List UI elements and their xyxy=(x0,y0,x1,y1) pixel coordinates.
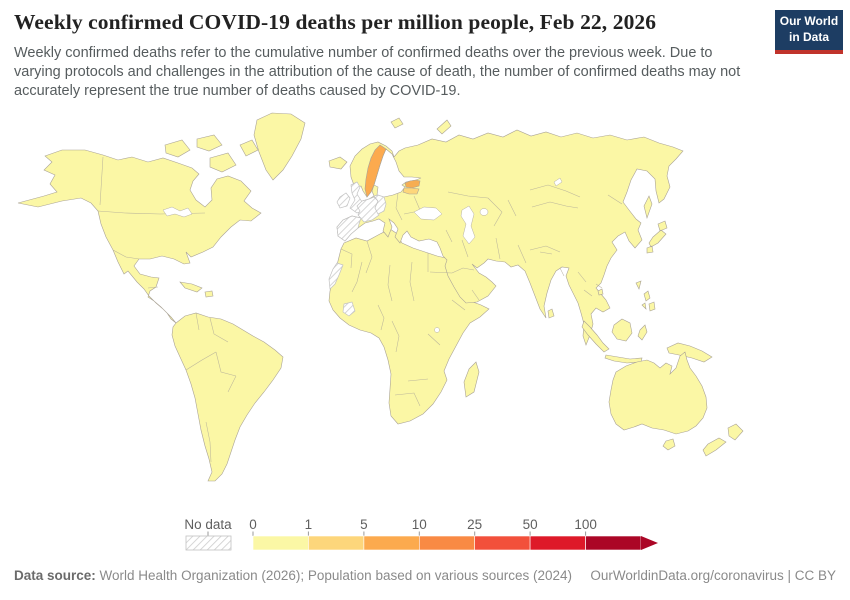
caspian-sea xyxy=(460,205,476,245)
legend-bucket-50-100[interactable] xyxy=(529,535,586,551)
country-latvia[interactable] xyxy=(402,187,420,195)
landmass-eurasia[interactable] xyxy=(336,129,684,346)
no-data-regions xyxy=(328,181,387,317)
country-spain-portugal[interactable] xyxy=(336,215,362,242)
country-japan[interactable] xyxy=(646,220,668,254)
data-source-label: Data source: xyxy=(14,568,96,583)
legend-bucket-0-1[interactable] xyxy=(252,535,309,551)
legend-no-data-label: No data xyxy=(184,517,232,532)
island-hispaniola[interactable] xyxy=(204,290,214,298)
legend-bucket-1-5[interactable] xyxy=(308,535,365,551)
country-germany[interactable] xyxy=(373,194,387,215)
legend-tick-10: 10 xyxy=(412,517,427,532)
chart-subtitle: Weekly confirmed deaths refer to the cum… xyxy=(14,45,741,100)
owid-logo-line2: in Data xyxy=(788,29,829,44)
legend-tick-1: 1 xyxy=(305,517,313,532)
lake-baikal xyxy=(553,177,563,187)
great-lakes xyxy=(162,206,193,218)
island-sakhalin[interactable] xyxy=(643,195,653,220)
landmass-north-america[interactable] xyxy=(17,149,262,324)
land-default xyxy=(17,112,744,482)
country-new-zealand[interactable] xyxy=(702,423,744,457)
lake-victoria xyxy=(434,327,440,333)
page-title: Weekly confirmed COVID-19 deaths per mil… xyxy=(14,10,657,34)
arctic-islands[interactable] xyxy=(164,134,259,173)
legend-bucket-10-25[interactable] xyxy=(418,535,475,551)
legend-tick-100: 100 xyxy=(574,517,597,532)
legend-tick-0: 0 xyxy=(249,517,257,532)
country-western-sahara[interactable] xyxy=(328,262,344,290)
country-iceland[interactable] xyxy=(328,156,348,170)
island-svalbard[interactable] xyxy=(390,117,404,129)
inland-water xyxy=(162,177,563,333)
legend-no-data-swatch[interactable] xyxy=(185,535,232,551)
island-tasmania[interactable] xyxy=(662,438,676,451)
country-cote-divoire[interactable] xyxy=(342,301,356,317)
country-madagascar[interactable] xyxy=(463,361,480,398)
header: Weekly confirmed COVID-19 deaths per mil… xyxy=(14,10,764,101)
country-estonia[interactable] xyxy=(404,179,421,189)
landmass-south-america[interactable] xyxy=(171,312,284,482)
legend-bucket-25-50[interactable] xyxy=(474,535,531,551)
black-sea xyxy=(413,206,443,221)
legend-tick-5: 5 xyxy=(360,517,368,532)
legend-arrow-tip xyxy=(641,536,658,550)
legend-tick-50: 50 xyxy=(523,517,538,532)
legend-tick-25: 25 xyxy=(467,517,482,532)
country-greenland[interactable] xyxy=(253,112,306,181)
country-philippines[interactable] xyxy=(641,290,656,312)
island-novaya-zemlya[interactable] xyxy=(436,119,452,135)
legend-bucket-5-10[interactable] xyxy=(363,535,420,551)
owid-logo-line1: Our World xyxy=(779,14,839,28)
map-legend: No data 0 1 5 10 25 50 100 xyxy=(184,517,658,551)
data-source-text: Data source: World Health Organization (… xyxy=(14,568,573,583)
country-borders xyxy=(97,156,623,463)
country-sri-lanka[interactable] xyxy=(547,308,555,319)
country-sweden[interactable] xyxy=(364,144,387,198)
legend-bucket-100-plus[interactable] xyxy=(585,535,642,551)
country-cuba[interactable] xyxy=(179,281,203,293)
footer: Data source: World Health Organization (… xyxy=(14,568,836,583)
island-hainan[interactable] xyxy=(597,288,604,296)
country-taiwan[interactable] xyxy=(635,280,642,290)
country-australia[interactable] xyxy=(608,351,708,435)
owid-logo: Our World in Data xyxy=(775,10,843,54)
aral-sea xyxy=(479,208,489,216)
credit-link[interactable]: OurWorldinData.org/coronavirus | CC BY xyxy=(590,568,836,583)
country-ireland[interactable] xyxy=(336,192,351,209)
island-new-guinea[interactable] xyxy=(666,342,713,363)
